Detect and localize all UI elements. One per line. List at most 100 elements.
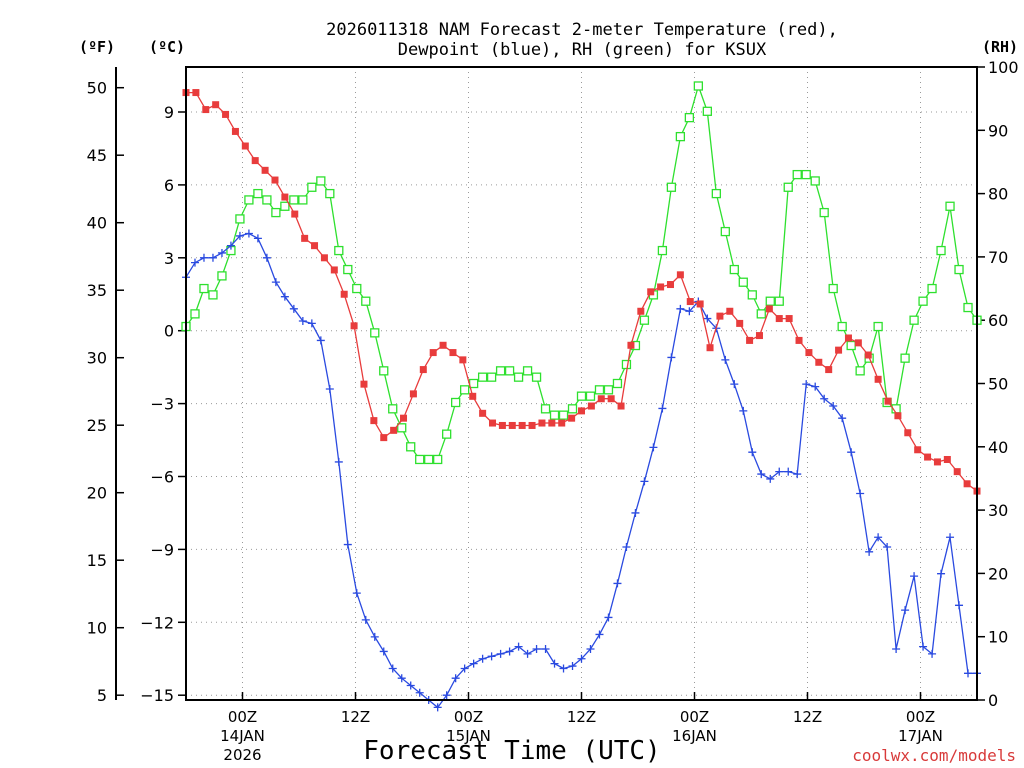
dewpoint-point bbox=[685, 307, 694, 316]
chart-title-line2: Dewpoint (blue), RH (green) for KSUX bbox=[398, 40, 767, 60]
rh-point bbox=[217, 271, 227, 281]
temperature-point bbox=[350, 322, 358, 330]
dewpoint-point bbox=[721, 355, 730, 364]
dewpoint-point bbox=[910, 572, 919, 581]
dewpoint-point bbox=[928, 649, 937, 658]
dewpoint-point bbox=[622, 542, 631, 551]
celsius-tick-label: 3 bbox=[164, 249, 174, 268]
dewpoint-point bbox=[829, 402, 838, 411]
rh-point bbox=[675, 131, 686, 142]
rh-tick-label: 60 bbox=[988, 311, 1008, 330]
temperature-point bbox=[222, 110, 230, 118]
temperature-point bbox=[558, 419, 566, 427]
temperature-point bbox=[755, 332, 763, 340]
dewpoint-point bbox=[883, 542, 892, 551]
rh-point bbox=[424, 454, 434, 465]
dewpoint-point bbox=[334, 457, 343, 466]
celsius-tick-label: 0 bbox=[164, 322, 174, 341]
fahrenheit-tick-label: 45 bbox=[87, 146, 107, 165]
temperature-point bbox=[449, 349, 457, 357]
temperature-point bbox=[202, 106, 210, 114]
temperature-point bbox=[657, 283, 665, 291]
rh-point bbox=[837, 321, 847, 332]
temperature-point bbox=[904, 429, 912, 437]
temperature-point bbox=[301, 234, 309, 242]
dewpoint-point bbox=[343, 540, 352, 549]
dewpoint-point bbox=[892, 645, 901, 654]
fahrenheit-tick-label: 35 bbox=[87, 281, 107, 300]
rh-point bbox=[702, 106, 712, 116]
temperature-point bbox=[241, 142, 249, 150]
rh-tick-label: 80 bbox=[988, 185, 1008, 204]
dewpoint-point bbox=[262, 253, 271, 262]
temperature-point bbox=[795, 336, 803, 344]
celsius-tick-label: 6 bbox=[164, 176, 174, 195]
temperature-point bbox=[330, 266, 338, 274]
rh-point bbox=[244, 195, 254, 205]
rh-point bbox=[540, 404, 551, 414]
x-tick-date: 15JAN bbox=[446, 727, 491, 745]
rh-point bbox=[936, 245, 946, 256]
rh-point bbox=[774, 296, 784, 306]
temperature-point bbox=[884, 397, 892, 405]
temperature-point bbox=[528, 421, 536, 429]
rh-point bbox=[585, 391, 596, 401]
dewpoint-point bbox=[667, 353, 676, 362]
temperature-point bbox=[637, 307, 645, 315]
temperature-point bbox=[775, 315, 783, 323]
temperature-point bbox=[716, 312, 724, 320]
dewpoint-point bbox=[937, 569, 946, 578]
dewpoint-point bbox=[208, 253, 217, 262]
temperature-point bbox=[568, 414, 576, 422]
rh-point bbox=[486, 372, 497, 382]
dewpoint-point bbox=[955, 601, 964, 610]
x-tick-date: 17JAN bbox=[898, 727, 943, 745]
temperature-point bbox=[439, 341, 447, 349]
rh-point bbox=[415, 454, 425, 465]
rh-point bbox=[531, 372, 542, 382]
temperature-point bbox=[953, 468, 961, 476]
rh-point bbox=[280, 201, 290, 211]
dewpoint-point bbox=[451, 674, 460, 683]
credit-text: coolwx.com/models bbox=[852, 746, 1016, 765]
temperature-point bbox=[676, 271, 684, 279]
dewpoint-point bbox=[307, 319, 316, 328]
rh-point bbox=[711, 188, 721, 199]
fahrenheit-tick-label: 50 bbox=[87, 79, 107, 98]
temperature-point bbox=[231, 127, 239, 135]
dewpoint-point bbox=[406, 681, 415, 690]
dewpoint-point bbox=[217, 248, 226, 257]
rh-point bbox=[190, 309, 200, 319]
fahrenheit-tick-label: 20 bbox=[87, 484, 107, 503]
temperature-point bbox=[469, 392, 477, 400]
temperature-point bbox=[666, 281, 674, 289]
temperature-point bbox=[360, 380, 368, 388]
rh-tick-label: 20 bbox=[988, 564, 1008, 583]
celsius-tick-label: −15 bbox=[140, 686, 174, 705]
dewpoint-point bbox=[496, 649, 505, 658]
rh-point bbox=[657, 245, 668, 256]
temperature-point bbox=[459, 356, 467, 364]
chart-title-line1: 2026011318 NAM Forecast 2-meter Temperat… bbox=[326, 20, 838, 40]
temperature-point bbox=[805, 349, 813, 357]
temperature-point bbox=[627, 341, 635, 349]
fahrenheit-axis: 50 45 40 35 30 25 20 15 10 5 bbox=[87, 67, 124, 705]
dewpoint-point bbox=[964, 669, 973, 678]
dewpoint-point bbox=[811, 382, 820, 391]
dewpoint-point bbox=[577, 654, 586, 663]
dewpoint-point bbox=[568, 662, 577, 671]
rh-point bbox=[765, 296, 775, 306]
fahrenheit-tick-label: 25 bbox=[87, 416, 107, 435]
rh-point bbox=[379, 366, 389, 376]
temperature-point bbox=[844, 334, 852, 342]
rh-tick-label: 90 bbox=[988, 121, 1008, 140]
x-tick-label: 00Z bbox=[228, 708, 257, 726]
rh-point bbox=[504, 366, 515, 376]
temperature-point bbox=[320, 254, 328, 262]
x-tick-label: 00Z bbox=[680, 708, 709, 726]
dewpoint-point bbox=[550, 659, 559, 668]
dewpoint-point bbox=[604, 613, 613, 622]
rh-point bbox=[693, 81, 704, 91]
x-tick-label: 12Z bbox=[567, 708, 596, 726]
dewpoint-point bbox=[874, 533, 883, 542]
